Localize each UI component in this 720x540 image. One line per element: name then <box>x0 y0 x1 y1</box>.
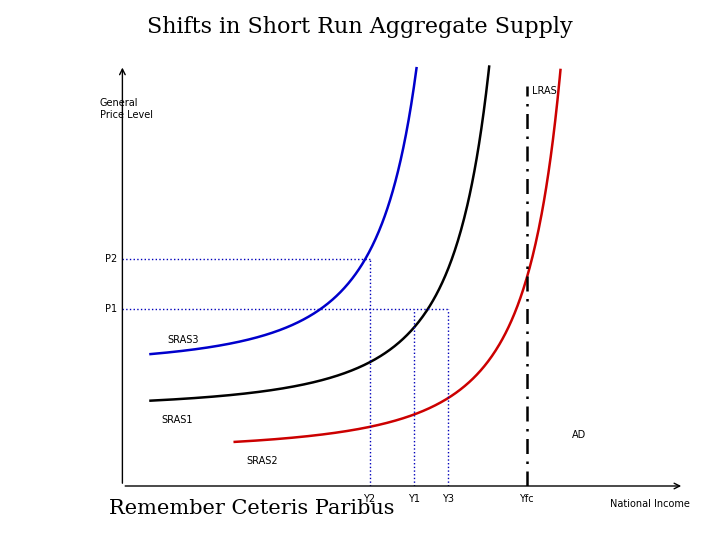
Text: P1: P1 <box>104 304 117 314</box>
Text: P2: P2 <box>104 254 117 264</box>
Text: Y1: Y1 <box>408 495 420 504</box>
Text: Yfc: Yfc <box>519 495 534 504</box>
Text: AD: AD <box>572 430 586 441</box>
Text: National Income: National Income <box>610 498 690 509</box>
Text: Shifts in Short Run Aggregate Supply: Shifts in Short Run Aggregate Supply <box>147 16 573 38</box>
Text: SRAS1: SRAS1 <box>162 415 193 425</box>
Text: LRAS: LRAS <box>532 86 557 96</box>
Text: Remember Ceteris Paribus: Remember Ceteris Paribus <box>109 500 395 518</box>
Text: SRAS2: SRAS2 <box>246 456 278 466</box>
Text: SRAS3: SRAS3 <box>167 335 199 345</box>
Text: Y3: Y3 <box>442 495 454 504</box>
Text: General
Price Level: General Price Level <box>100 98 153 120</box>
Text: Y2: Y2 <box>364 495 376 504</box>
